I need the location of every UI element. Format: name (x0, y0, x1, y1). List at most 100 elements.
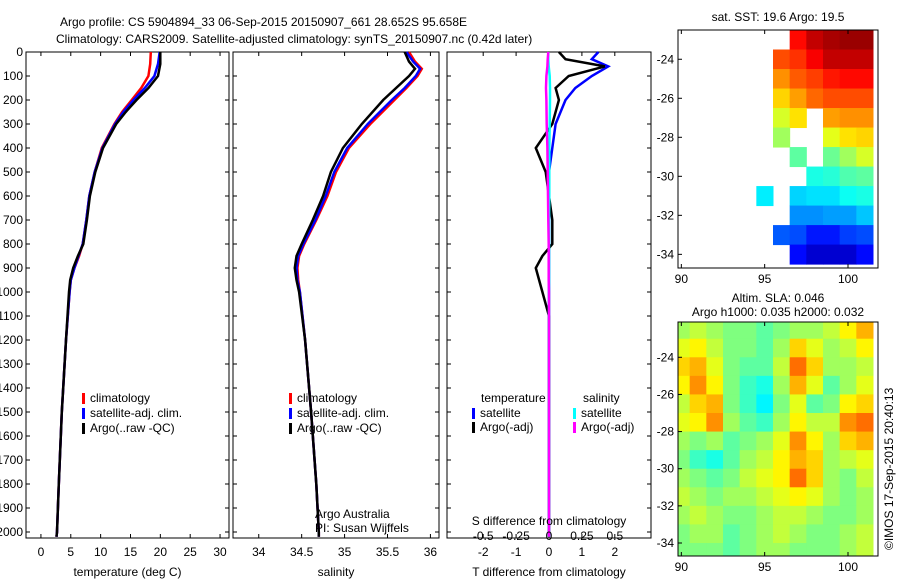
map-cell (706, 394, 724, 414)
map-cell (856, 88, 874, 109)
map-cell (823, 88, 841, 109)
y-tick-label: 600 (3, 189, 23, 203)
map-cell (806, 487, 824, 507)
map-cell (839, 205, 857, 226)
map-cell (689, 487, 707, 507)
map-cell (823, 322, 841, 340)
map-cell (856, 394, 874, 414)
map-cell (823, 450, 841, 470)
y-tick-label: 1100 (0, 309, 23, 323)
map-cell (856, 357, 874, 377)
map-cell (856, 431, 874, 451)
map-cell (723, 375, 741, 395)
map-cell (773, 450, 791, 470)
map-cell (756, 505, 774, 525)
map-cell (773, 468, 791, 488)
y-tick-label: 1500 (0, 405, 23, 419)
x-tick-label: 2 (611, 545, 618, 559)
y-tick-label: 2000 (0, 525, 23, 539)
map-cell (773, 108, 791, 129)
map-cell (789, 431, 807, 451)
y-tick-label: -32 (657, 499, 675, 513)
map-cell (789, 88, 807, 109)
map-cell (789, 244, 807, 265)
x-tick-label: 95 (758, 560, 772, 574)
legend-swatch (472, 408, 475, 419)
map-cell (689, 357, 707, 377)
map-cell (706, 487, 724, 507)
map-cell (806, 244, 824, 265)
y-tick-label: 500 (3, 165, 23, 179)
map-cell (739, 357, 757, 377)
map-cell (756, 487, 774, 507)
map-cell (806, 338, 824, 358)
map-cell (789, 394, 807, 414)
map-cell (773, 431, 791, 451)
x-tick-label: 100 (838, 272, 858, 286)
map-cell (789, 468, 807, 488)
map-cell (823, 431, 841, 451)
map-cell (806, 524, 824, 544)
map-cell (856, 468, 874, 488)
series-salinity-argo-adj- (544, 51, 551, 537)
x-tick-label: 0 (546, 545, 553, 559)
x-tick-label: 30 (213, 545, 227, 559)
map-cell (856, 322, 874, 340)
x2-axis-label: S difference from climatology (472, 514, 627, 528)
map-cell (789, 487, 807, 507)
map-cell (856, 147, 874, 168)
map-cell (773, 487, 791, 507)
map-cell (823, 413, 841, 433)
map-cell (689, 413, 707, 433)
map-cell (773, 543, 791, 556)
figure-title: Argo profile: CS 5904894_33 06-Sep-2015 … (60, 15, 467, 29)
map-cell (839, 413, 857, 433)
credit-label: PI: Susan Wijffels (315, 521, 409, 535)
map-cell (789, 108, 807, 129)
map-cell (739, 543, 757, 556)
legend-label: climatology (90, 391, 150, 405)
map-cell (856, 524, 874, 544)
map-cell (756, 413, 774, 433)
legend-swatch (472, 422, 475, 433)
map-cell (839, 468, 857, 488)
map-cell (756, 543, 774, 556)
legend-swatch (289, 423, 292, 434)
y-tick-label: 1900 (0, 501, 23, 515)
x-tick-label: -2 (478, 545, 489, 559)
map-cell (773, 69, 791, 90)
map-cell (689, 543, 707, 556)
map-cell (806, 186, 824, 207)
map-cell (823, 49, 841, 70)
legend-label: climatology (297, 391, 357, 405)
map-cell (773, 357, 791, 377)
y-tick-label: -34 (657, 536, 675, 550)
map-cell (739, 487, 757, 507)
map-cell (678, 413, 691, 433)
map-cell (823, 357, 841, 377)
sst-map-frame (677, 29, 879, 269)
map-cell (839, 524, 857, 544)
map-cell (839, 108, 857, 129)
map-cell (856, 30, 874, 51)
x-tick-label: 95 (758, 272, 772, 286)
x2-tick-label: -0.25 (502, 529, 530, 543)
map-cell (856, 487, 874, 507)
map-cell (856, 69, 874, 90)
map-cell (823, 338, 841, 358)
map-cell (739, 468, 757, 488)
x2-tick-label: 0.5 (606, 529, 623, 543)
map-cell (839, 487, 857, 507)
map-cell (756, 468, 774, 488)
y-tick-label: 700 (3, 213, 23, 227)
legend-label: satellite (480, 406, 521, 420)
map-cell (706, 468, 724, 488)
x-tick-label: 10 (94, 545, 108, 559)
map-cell (839, 147, 857, 168)
map-cell (839, 431, 857, 451)
map-cell (689, 394, 707, 414)
map-cell (706, 505, 724, 525)
map-cell (856, 225, 874, 246)
map-cell (773, 413, 791, 433)
